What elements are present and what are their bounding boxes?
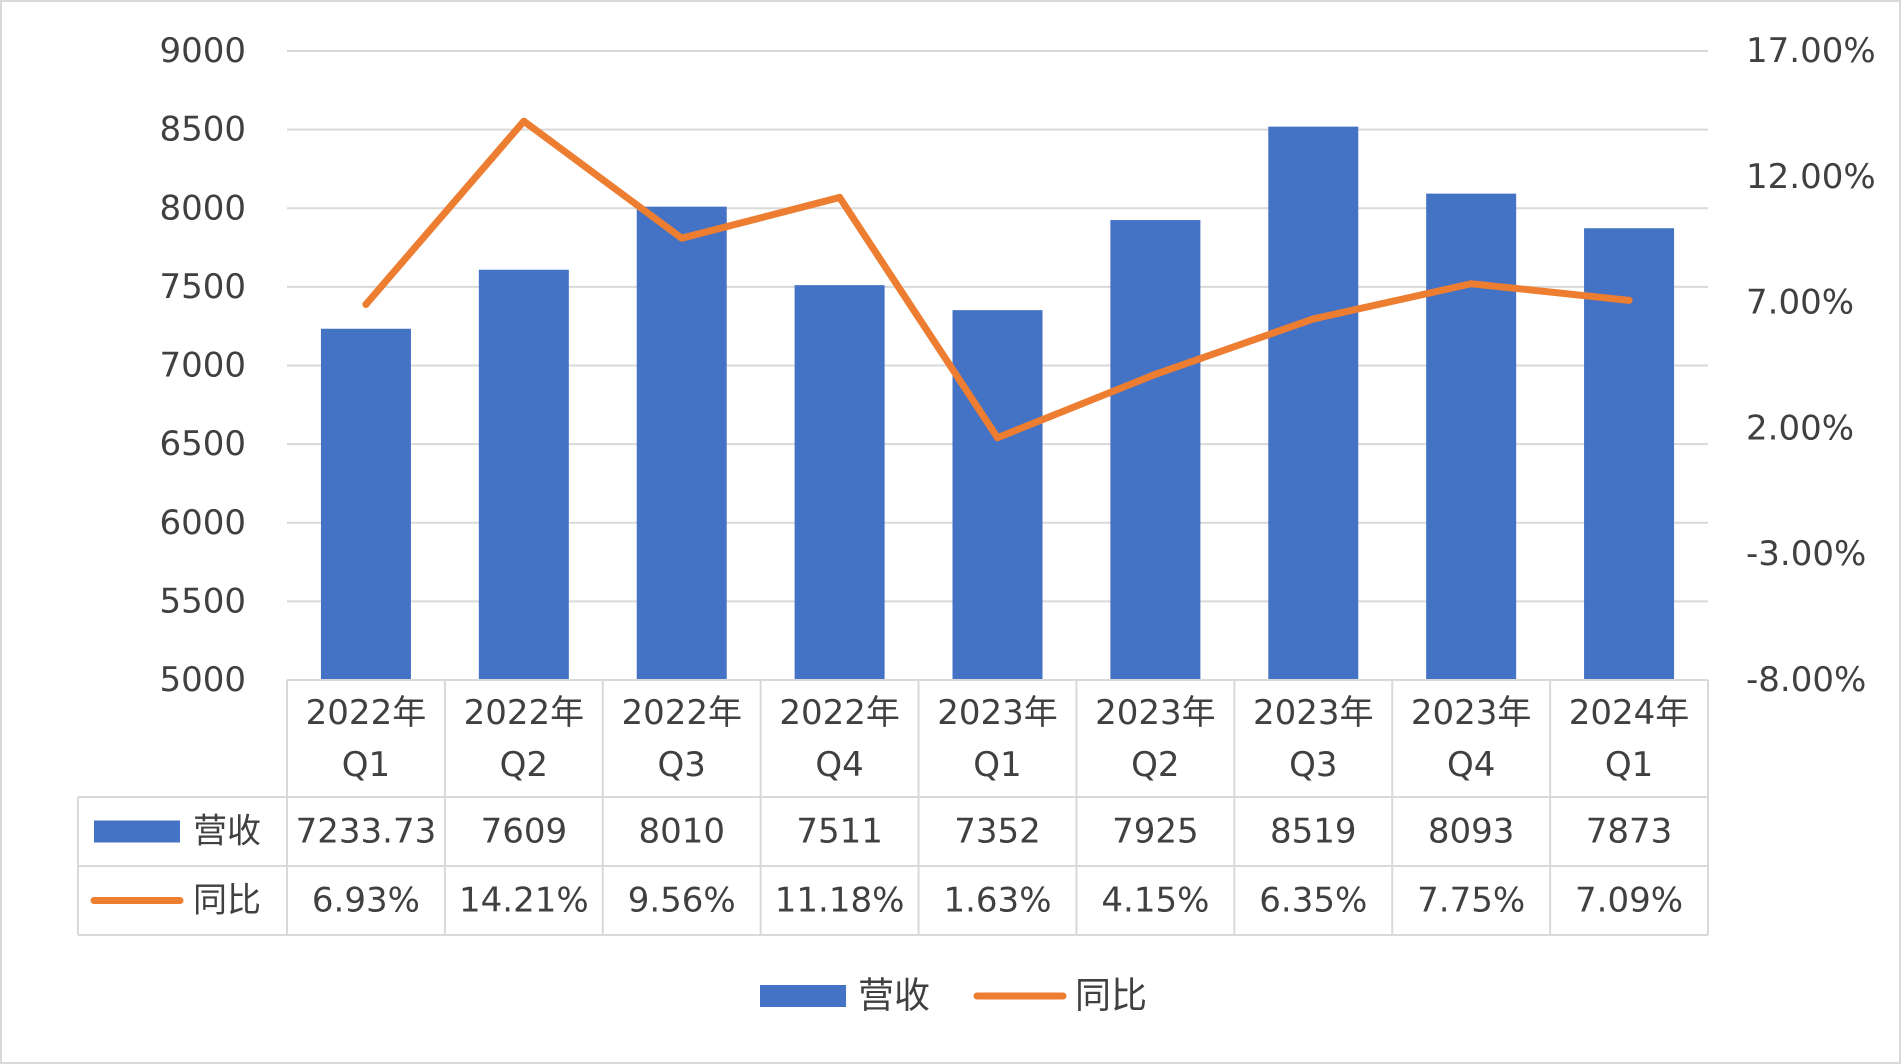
category-label: 2022年	[621, 693, 742, 733]
revenue-bar	[1268, 126, 1359, 680]
left-tick-label: 8500	[159, 110, 246, 150]
revenue-value: 8093	[1428, 812, 1515, 852]
yoy-row-header: 同比	[193, 881, 261, 921]
category-label: 2023年	[1411, 693, 1532, 733]
left-tick-label: 9000	[159, 31, 246, 71]
revenue-value: 7925	[1112, 812, 1199, 852]
left-tick-label: 6500	[159, 424, 246, 464]
category-label: 2023年	[1253, 693, 1374, 733]
right-tick-label: -8.00%	[1746, 660, 1866, 700]
yoy-point	[836, 193, 844, 201]
legend: 营收 同比	[760, 976, 1147, 1017]
yoy-value: 4.15%	[1101, 881, 1209, 921]
revenue-value: 7352	[954, 812, 1041, 852]
revenue-bar	[1110, 220, 1201, 680]
revenue-row-header: 营收	[193, 812, 261, 852]
yoy-point	[678, 234, 686, 242]
yoy-value: 11.18%	[775, 881, 905, 921]
yoy-value: 14.21%	[459, 881, 589, 921]
yoy-point	[1467, 280, 1475, 288]
category-label: Q1	[342, 745, 390, 785]
data-table: 2022年 Q1 2022年 Q2 2022年 Q3 2022年 Q4 2023年 Q1 2023年…	[77, 679, 1709, 936]
revenue-bar	[320, 328, 411, 680]
left-tick-label: 6000	[159, 503, 246, 543]
revenue-bar	[478, 269, 569, 680]
revenue-value: 7511	[796, 812, 883, 852]
right-tick-label: -3.00%	[1746, 534, 1866, 574]
revenue-bar	[636, 206, 727, 681]
category-label: Q3	[658, 745, 706, 785]
category-label: Q4	[1447, 745, 1495, 785]
category-label: Q1	[973, 745, 1021, 785]
yoy-point	[520, 117, 528, 125]
revenue-bars	[320, 126, 1675, 681]
yoy-point	[362, 300, 370, 308]
legend-revenue-label: 营收	[858, 976, 930, 1017]
yoy-point	[1309, 315, 1317, 323]
revenue-value: 8519	[1270, 812, 1357, 852]
right-y-axis: -8.00% -3.00% 2.00% 7.00% 12.00% 17.00%	[1746, 31, 1876, 700]
category-label: 2022年	[464, 693, 585, 733]
revenue-value: 7609	[481, 812, 568, 852]
right-tick-label: 2.00%	[1746, 408, 1854, 448]
yoy-value: 6.35%	[1259, 881, 1367, 921]
category-label: Q2	[500, 745, 548, 785]
left-tick-label: 7000	[159, 346, 246, 386]
yoy-value: 7.75%	[1417, 881, 1525, 921]
yoy-line	[362, 117, 1633, 442]
revenue-value: 7233.73	[296, 812, 437, 852]
category-label: 2022年	[779, 693, 900, 733]
right-tick-label: 12.00%	[1746, 157, 1876, 197]
yoy-value: 1.63%	[943, 881, 1051, 921]
left-tick-label: 5000	[159, 660, 246, 700]
revenue-bar	[794, 285, 885, 680]
left-tick-label: 8000	[159, 188, 246, 228]
category-label: Q3	[1289, 745, 1337, 785]
legend-revenue-key	[760, 985, 846, 1007]
category-label: 2023年	[1095, 693, 1216, 733]
yoy-value: 7.09%	[1575, 881, 1683, 921]
right-tick-label: 7.00%	[1746, 283, 1854, 323]
revenue-value: 7873	[1586, 812, 1673, 852]
yoy-value: 9.56%	[628, 881, 736, 921]
category-label: Q2	[1131, 745, 1179, 785]
category-label: 2023年	[937, 693, 1058, 733]
yoy-point	[994, 434, 1001, 442]
yoy-point	[1151, 370, 1159, 378]
revenue-bar	[1426, 193, 1517, 681]
right-tick-label: 17.00%	[1746, 31, 1876, 71]
category-label: 2022年	[306, 693, 427, 733]
category-label: 2024年	[1569, 693, 1690, 733]
revenue-bar	[952, 310, 1043, 680]
yoy-value: 6.93%	[312, 881, 420, 921]
category-label: Q1	[1605, 745, 1653, 785]
revenue-value: 8010	[638, 812, 725, 852]
category-label: Q4	[815, 745, 863, 785]
yoy-point	[1625, 296, 1633, 304]
left-y-axis: 5000 5500 6000 6500 7000 7500 8000 8500 9000	[159, 31, 246, 700]
left-tick-label: 7500	[159, 267, 246, 307]
legend-yoy-label: 同比	[1075, 976, 1147, 1017]
left-tick-label: 5500	[159, 581, 246, 621]
revenue-row-key	[94, 820, 180, 843]
